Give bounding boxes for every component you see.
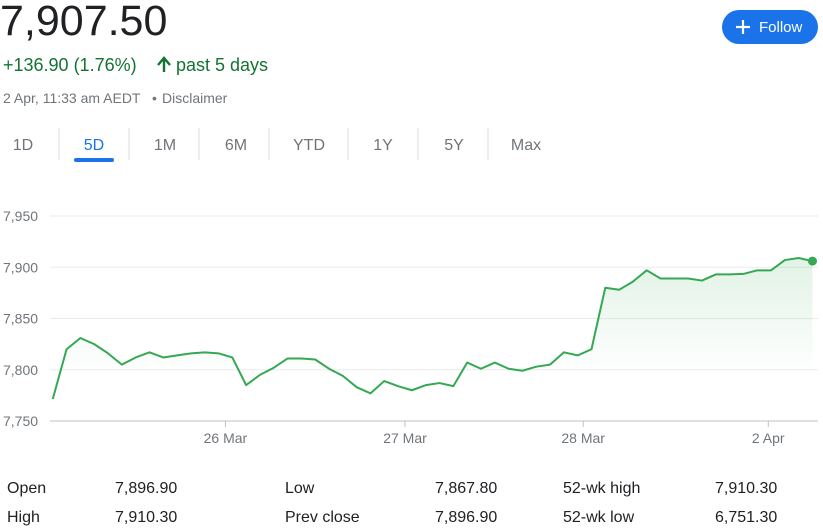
stat-label: 52-wk low xyxy=(563,509,635,526)
stat-value: 7,867.80 xyxy=(435,480,497,497)
period: past 5 days xyxy=(176,55,268,75)
separator: • xyxy=(152,90,157,106)
stat-value: 7,896.90 xyxy=(115,480,177,497)
last-point xyxy=(807,256,817,266)
stat-label: Open xyxy=(7,480,46,497)
stat-value: 6,751.30 xyxy=(715,509,777,526)
stat-value: 7,910.30 xyxy=(715,480,777,497)
range-tab[interactable]: Max xyxy=(511,137,541,154)
range-tab[interactable]: 5D xyxy=(84,137,104,154)
selected-tab-indicator xyxy=(74,158,114,162)
stat-label: High xyxy=(7,509,40,526)
stat-label: 52-wk high xyxy=(563,480,640,497)
disclaimer-link[interactable]: Disclaimer xyxy=(162,90,228,106)
stats-table: Open 7,896.90 Low 7,867.80 52-wk high 7,910.3… xyxy=(7,480,777,526)
follow-label[interactable]: Follow xyxy=(759,19,803,36)
stat-value: 7,910.30 xyxy=(115,509,177,526)
y-tick-label: 7,850 xyxy=(3,311,38,327)
x-tick-label: 27 Mar xyxy=(383,430,427,446)
follow-button[interactable]: Follow xyxy=(722,10,818,44)
range-tab[interactable]: 6M xyxy=(225,137,247,154)
stat-label: Prev close xyxy=(285,509,360,526)
range-tab[interactable]: 1M xyxy=(154,137,176,154)
y-tick-label: 7,800 xyxy=(3,362,38,378)
range-tab[interactable]: 5Y xyxy=(444,137,464,154)
x-tick-label: 26 Mar xyxy=(204,430,248,446)
timestamp: 2 Apr, 11:33 am AEDT xyxy=(3,90,141,106)
price: 7,907.50 xyxy=(0,0,167,45)
area-fill xyxy=(52,258,813,421)
chart: 7,750 7,800 7,850 7,900 7,950 26 Mar 27 Mar 28 … xyxy=(3,208,818,446)
up-arrow xyxy=(157,56,171,72)
range-tab[interactable]: YTD xyxy=(293,137,325,154)
y-tick-label: 7,900 xyxy=(3,259,38,275)
x-tick-label: 2 Apr xyxy=(752,430,785,446)
y-tick-label: 7,950 xyxy=(3,208,38,224)
change: +136.90 (1.76%) xyxy=(3,55,137,75)
x-tick-label: 28 Mar xyxy=(561,430,605,446)
stat-value: 7,896.90 xyxy=(435,509,497,526)
range-tabs: 1D 5D 1M 6M YTD 1Y 5Y Max xyxy=(13,128,541,162)
y-tick-label: 7,750 xyxy=(3,413,38,429)
range-tab[interactable]: 1Y xyxy=(373,137,393,154)
follow-button-bg[interactable] xyxy=(722,10,818,44)
price-line xyxy=(51,257,813,400)
stat-label: Low xyxy=(285,480,315,497)
range-tab[interactable]: 1D xyxy=(13,137,33,154)
plus-icon xyxy=(736,20,750,34)
